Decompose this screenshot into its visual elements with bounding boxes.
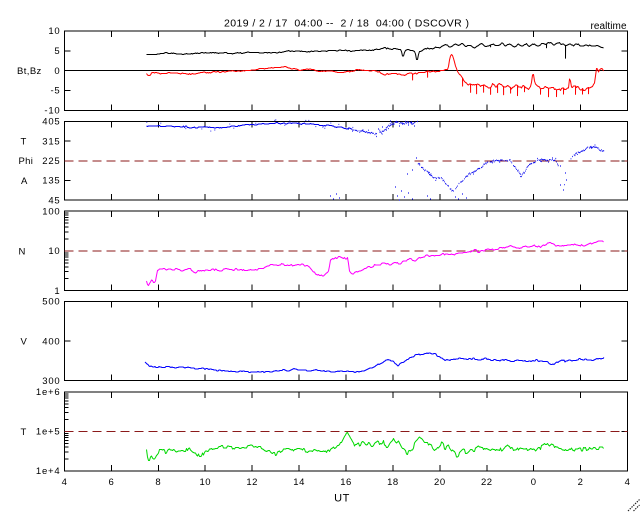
- svg-text:100: 100: [42, 206, 60, 217]
- svg-text:14: 14: [293, 477, 305, 488]
- svg-text:16: 16: [340, 477, 352, 488]
- svg-text:4: 4: [625, 477, 631, 488]
- svg-text:2: 2: [578, 477, 584, 488]
- svg-text:T: T: [21, 137, 27, 148]
- svg-text:20: 20: [434, 477, 446, 488]
- svg-text:12: 12: [246, 477, 258, 488]
- svg-text:UT: UT: [334, 493, 350, 505]
- svg-text:0: 0: [531, 477, 537, 488]
- svg-text:4: 4: [62, 477, 68, 488]
- svg-text:18: 18: [387, 477, 399, 488]
- svg-text:2019 / 2 / 17 04:00 -- 2 / 1: 2019 / 2 / 17 04:00 -- 2 / 18 04:00 ( DS…: [224, 18, 469, 30]
- svg-text:8: 8: [155, 477, 161, 488]
- svg-text:5: 5: [54, 46, 60, 57]
- svg-text:0: 0: [54, 66, 60, 77]
- svg-text:N: N: [19, 246, 26, 257]
- svg-text:A: A: [21, 176, 28, 187]
- svg-text:6: 6: [109, 477, 115, 488]
- svg-text:10: 10: [48, 246, 60, 257]
- svg-text:405: 405: [42, 117, 60, 128]
- svg-text:1: 1: [54, 286, 60, 297]
- svg-text:-10: -10: [44, 106, 60, 117]
- svg-text:Phi: Phi: [19, 156, 34, 167]
- svg-text:10: 10: [48, 26, 60, 37]
- svg-text:1e+6: 1e+6: [36, 387, 61, 398]
- svg-text:400: 400: [42, 336, 60, 347]
- svg-text:T: T: [21, 427, 27, 438]
- svg-text:500: 500: [42, 297, 60, 308]
- svg-text:-5: -5: [50, 86, 60, 97]
- svg-text:realtime: realtime: [591, 21, 627, 32]
- svg-text:Bt,Bz: Bt,Bz: [17, 66, 42, 77]
- svg-text:10: 10: [199, 477, 211, 488]
- svg-text:225: 225: [42, 156, 60, 167]
- svg-text:1e+4: 1e+4: [36, 466, 61, 477]
- svg-text:22: 22: [481, 477, 493, 488]
- svg-text:1e+5: 1e+5: [36, 427, 61, 438]
- svg-text:45: 45: [48, 195, 60, 206]
- svg-text:300: 300: [42, 376, 60, 387]
- svg-text:V: V: [21, 336, 28, 347]
- svg-text:315: 315: [42, 136, 60, 147]
- svg-text:135: 135: [42, 176, 60, 187]
